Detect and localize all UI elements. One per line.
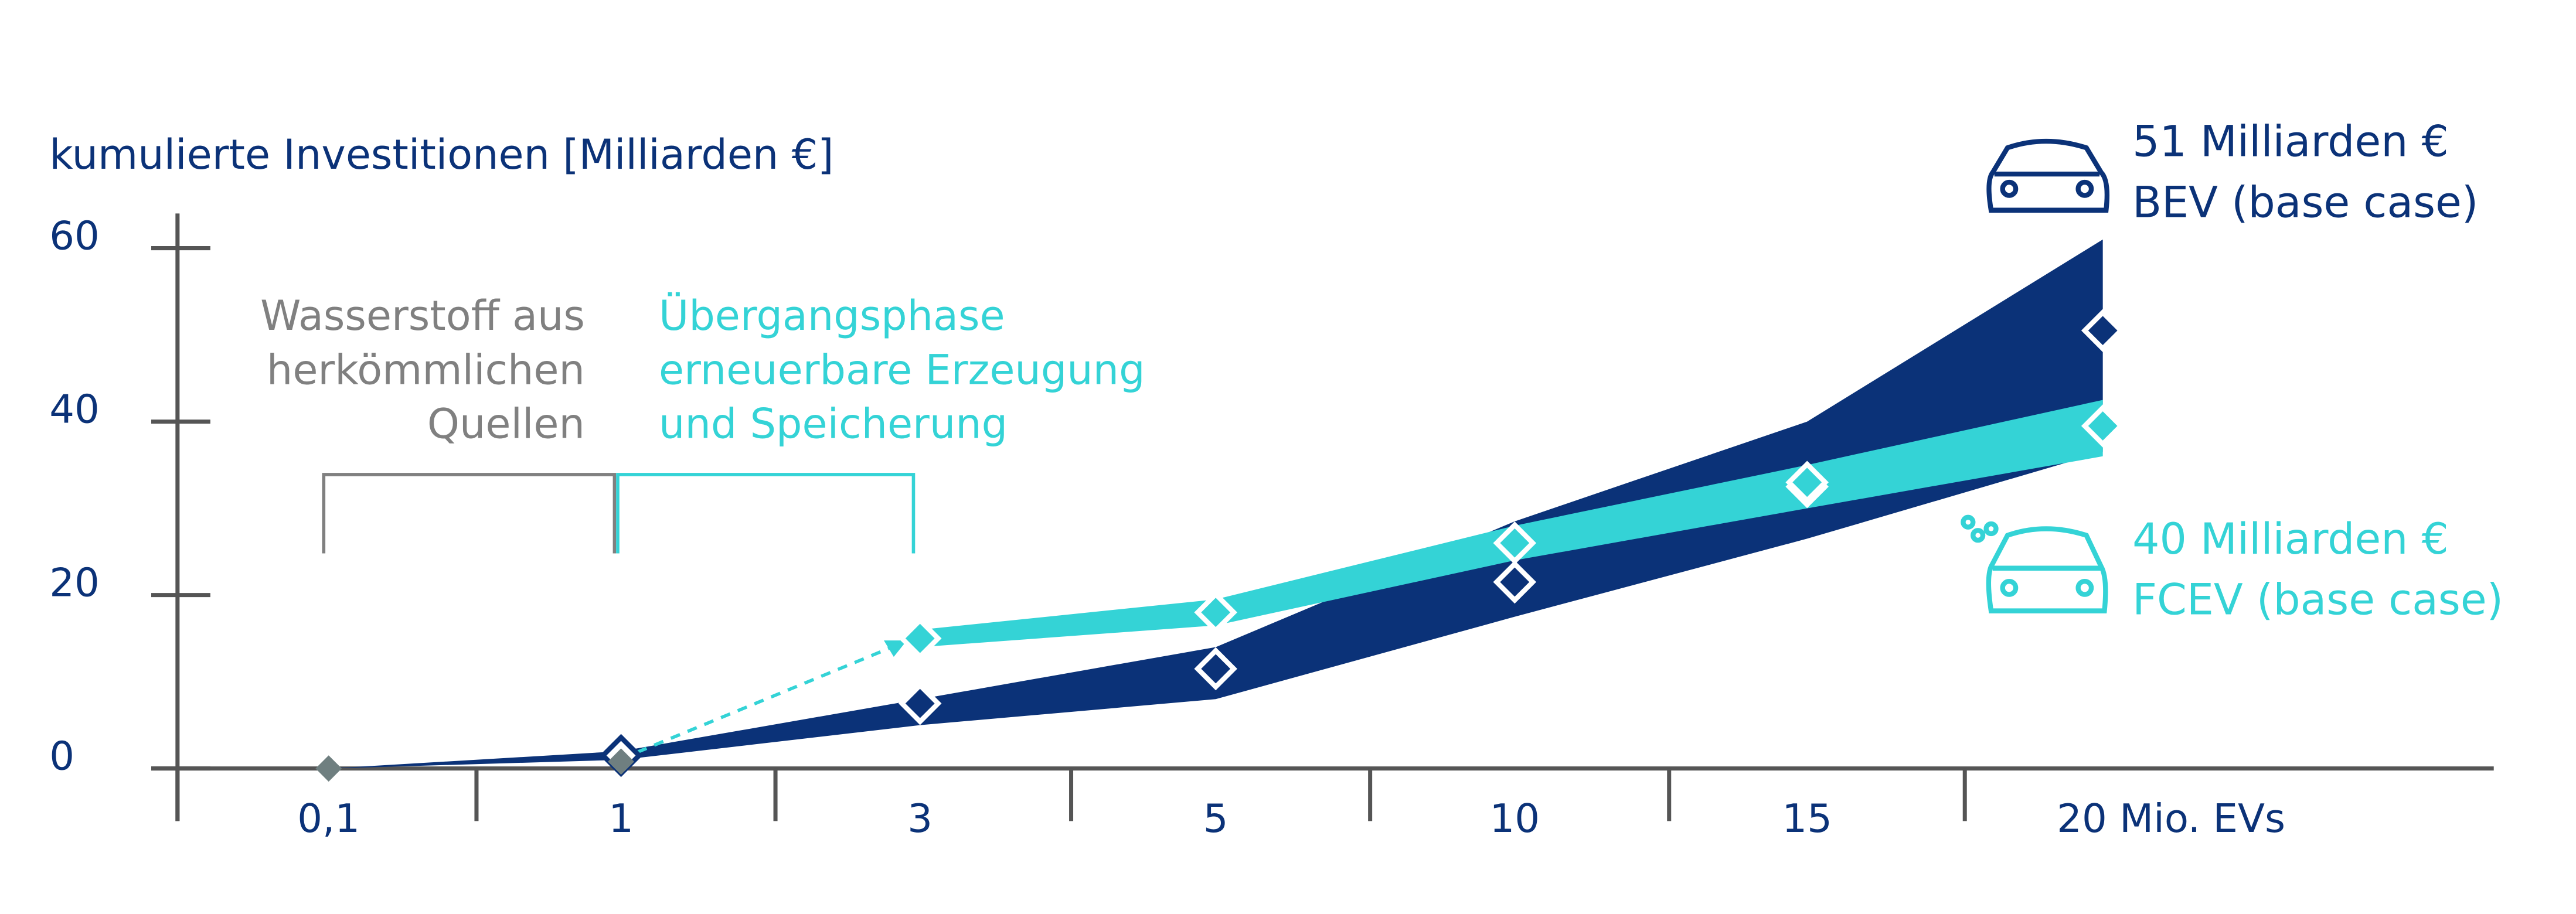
x-tick-label: 1 — [608, 796, 634, 841]
y-axis-title: kumulierte Investitionen [Milliarden €] — [49, 131, 833, 179]
phase-label: und Speicherung — [659, 400, 1008, 448]
diamond — [608, 748, 635, 775]
series-annotation: 40 Milliarden € — [2132, 514, 2449, 564]
y-tick-label: 0 — [49, 733, 74, 779]
x-tick-label: 15 — [1782, 796, 1832, 841]
band — [920, 400, 2103, 647]
legend-label: FCEV (base case) — [2132, 575, 2503, 625]
diamond — [2081, 309, 2125, 352]
y-tick-label: 20 — [49, 560, 100, 605]
legend-label: BEV (base case) — [2132, 178, 2478, 227]
diamond — [1493, 521, 1537, 565]
phase-label: Übergangsphase — [659, 292, 1005, 340]
phase-label: herkömmlichen — [267, 346, 585, 394]
fcev-icon — [1961, 514, 2108, 613]
transition-arrow — [637, 642, 901, 754]
diamond — [2081, 404, 2125, 448]
phase-bracket — [322, 473, 617, 554]
series-annotation: 51 Milliarden € — [2132, 117, 2449, 167]
diamond — [315, 755, 342, 782]
diamond — [1785, 461, 1829, 504]
x-tick-label: 5 — [1203, 796, 1229, 841]
phase-label: erneuerbare Erzeugung — [659, 346, 1145, 394]
x-tick-label: 0,1 — [297, 796, 360, 841]
bev-icon — [1986, 138, 2110, 213]
diamond — [898, 616, 942, 660]
phase-label: Wasserstoff aus — [260, 292, 585, 340]
phase-bracket — [616, 473, 916, 554]
x-tick-label: 10 — [1489, 796, 1540, 841]
y-tick-label: 40 — [49, 386, 100, 432]
diamond — [1493, 560, 1537, 604]
phase-label: Quellen — [427, 400, 585, 448]
arrow-head — [884, 640, 907, 657]
x-tick-label: 20 Mio. EVs — [2057, 796, 2285, 841]
y-tick-label: 60 — [49, 213, 100, 258]
diamond — [1194, 647, 1237, 691]
diamond — [898, 681, 942, 725]
diamond — [1194, 591, 1237, 635]
x-tick-label: 3 — [907, 796, 933, 841]
